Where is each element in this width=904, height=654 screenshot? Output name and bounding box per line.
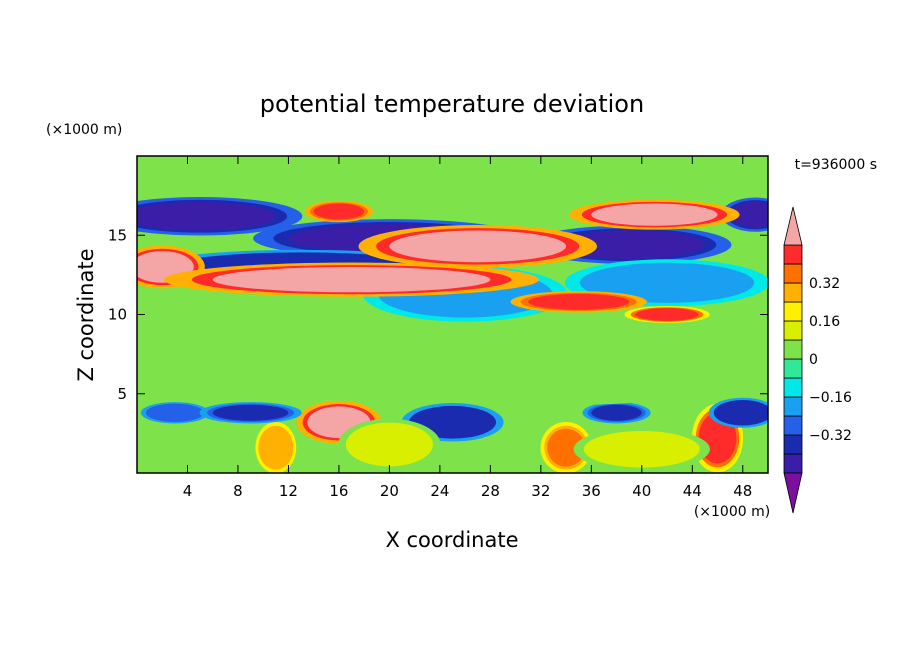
colorbar-tick-label: −0.32 [809, 428, 852, 444]
colorbar-segment [783, 415, 803, 436]
contour-feature [137, 322, 390, 386]
colorbar-tick-label: 0.32 [809, 276, 840, 292]
x-tick-label: 24 [430, 482, 449, 500]
contour-field [137, 156, 768, 473]
colorbar-segment [783, 301, 803, 322]
x-axis: 4 8 12 16 20 24 28 32 36 40 44 48 [183, 156, 752, 500]
contour-feature [547, 428, 586, 467]
colorbar: 0.32 0.16 0 −0.16 −0.32 [783, 206, 852, 514]
x-tick-label: 12 [279, 482, 298, 500]
time-label: t=936000 s [795, 157, 877, 173]
contour-feature [389, 230, 567, 263]
contour-feature [351, 163, 554, 196]
x-tick-label: 4 [183, 482, 193, 500]
contour-feature [591, 433, 693, 466]
colorbar-segment [783, 339, 803, 360]
contour-feature [313, 203, 365, 220]
colorbar-segment [783, 434, 803, 455]
colorbar-tick-label: 0 [809, 352, 818, 368]
contour-feature [260, 428, 291, 467]
y-tick-label: 15 [108, 226, 127, 244]
colorbar-segment [783, 396, 803, 417]
x-tick-label: 48 [733, 482, 752, 500]
contour-feature [591, 265, 743, 301]
colorbar-segment [783, 320, 803, 341]
x-tick-label: 40 [632, 482, 651, 500]
x-tick-label: 44 [683, 482, 702, 500]
y-axis-label: Z coordinate [74, 248, 98, 381]
colorbar-tick-label: −0.16 [809, 390, 852, 406]
x-tick-label: 36 [582, 482, 601, 500]
contour-feature [730, 201, 768, 228]
x-axis-label: X coordinate [385, 528, 518, 552]
colorbar-segment [783, 377, 803, 398]
contour-feature [137, 201, 276, 231]
contour-feature [591, 404, 642, 421]
contour-feature [452, 330, 705, 394]
x-tick-label: 8 [233, 482, 243, 500]
x-tick-label: 32 [531, 482, 550, 500]
x-tick-label: 16 [329, 482, 348, 500]
colorbar-top-arrow [783, 206, 803, 246]
colorbar-segment [783, 358, 803, 379]
contour-feature [351, 425, 428, 464]
y-unit-label: (×1000 m) [46, 122, 122, 138]
contour-feature [212, 404, 289, 421]
chart-title: potential temperature deviation [260, 90, 644, 118]
contour-feature [414, 408, 491, 437]
contour-feature [717, 401, 768, 424]
y-tick-label: 10 [108, 306, 127, 324]
colorbar-bottom-arrow [783, 472, 803, 514]
contour-feature [635, 308, 699, 321]
contour-feature [149, 404, 201, 421]
colorbar-segment [783, 263, 803, 284]
y-axis: 5 10 15 [108, 226, 768, 403]
contour-feature [528, 293, 630, 310]
colorbar-segment [783, 244, 803, 265]
x-tick-label: 28 [481, 482, 500, 500]
x-tick-label: 20 [380, 482, 399, 500]
y-tick-label: 5 [117, 385, 127, 403]
colorbar-segment [783, 453, 803, 474]
contour-feature [591, 203, 718, 226]
colorbar-segment [783, 282, 803, 303]
colorbar-tick-label: 0.16 [809, 314, 840, 330]
contour-feature [212, 266, 491, 293]
x-unit-label: (×1000 m) [694, 504, 770, 520]
